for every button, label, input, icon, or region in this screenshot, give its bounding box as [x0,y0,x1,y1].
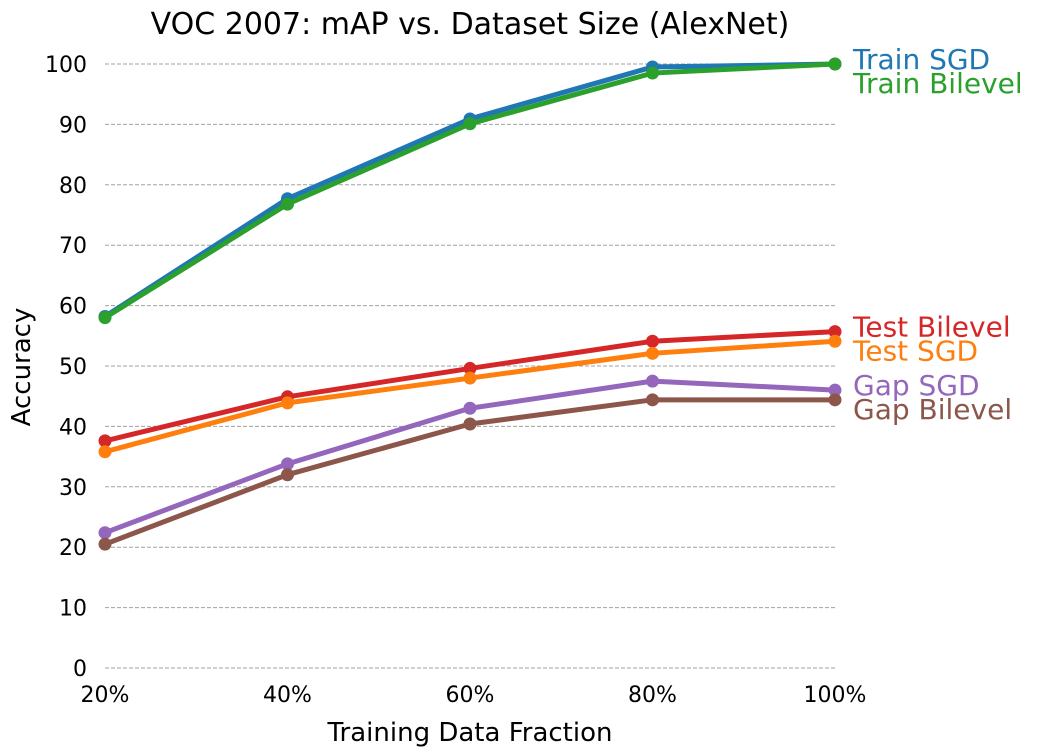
data-point [281,396,294,410]
y-tick-label: 30 [59,476,87,501]
data-point [463,417,477,431]
data-point [646,346,659,360]
y-tick-label: 90 [59,113,87,138]
data-point [281,197,294,211]
y-tick-label: 80 [59,174,87,199]
series-label: Train Bilevel [852,67,1023,100]
data-point [646,393,659,407]
x-axis-ticks: 20% 40% 60% 80% 100% [81,683,867,708]
data-point [98,526,112,540]
series-line [102,338,838,455]
data-point [646,334,659,348]
y-tick-label: 10 [59,597,87,622]
data-point [646,374,659,388]
data-point [98,434,112,448]
data-point [828,334,842,348]
data-point [98,537,112,551]
y-axis-ticks: 0 10 20 30 40 50 60 70 80 90 100 [45,53,87,682]
x-tick-label: 40% [263,683,312,708]
x-axis-label: Training Data Fraction [327,718,613,748]
series-line [102,61,838,319]
x-tick-label: 80% [628,683,677,708]
y-tick-label: 50 [59,355,87,380]
data-point [828,325,842,339]
data-point [281,457,294,471]
series-label: Gap Bilevel [853,393,1012,426]
series-label: Gap SGD [853,369,980,402]
data-point [463,361,477,375]
y-axis-label: Accuracy [7,308,37,427]
y-tick-label: 70 [59,234,87,259]
x-tick-label: 20% [81,683,130,708]
x-tick-label: 100% [804,683,867,708]
data-point [828,57,842,71]
data-point [98,311,112,325]
data-point [828,393,842,407]
data-point [828,383,842,397]
data-point [463,371,477,385]
series-line [102,61,838,321]
series-label: Train SGD [852,43,990,76]
series-lines [98,57,842,551]
y-tick-label: 40 [59,415,87,440]
chart-title: VOC 2007: mAP vs. Dataset Size (AlexNet) [151,7,790,42]
y-tick-label: 20 [59,536,87,561]
data-point [463,401,477,415]
x-tick-label: 60% [446,683,495,708]
series-label: Test Bilevel [852,311,1011,344]
y-tick-label: 100 [45,53,87,78]
data-point [463,117,477,131]
y-tick-label: 60 [59,295,87,320]
y-tick-label: 0 [73,657,87,682]
series-label: Test SGD [852,335,978,368]
data-point [281,468,294,482]
data-point [646,66,659,80]
data-point [98,445,112,459]
